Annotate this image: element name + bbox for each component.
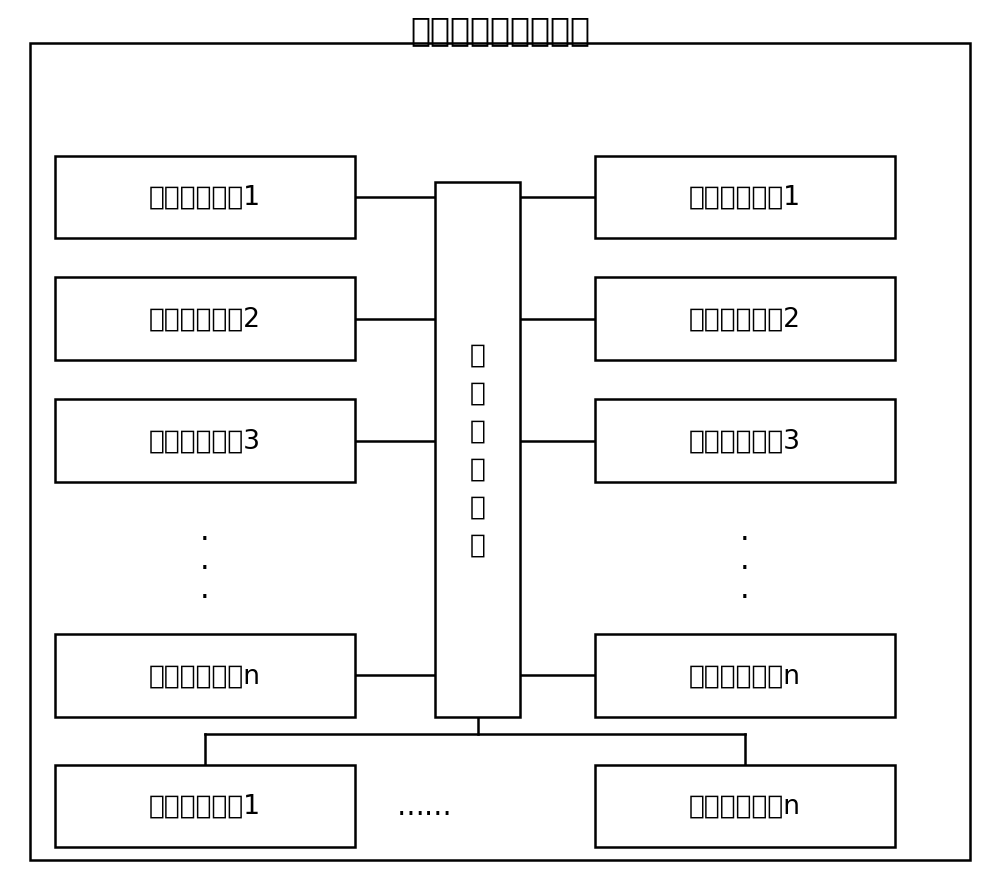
Bar: [595, 278, 895, 361]
Text: 公共配套设备n: 公共配套设备n: [689, 793, 801, 819]
Bar: [55, 156, 355, 239]
Bar: [55, 400, 355, 482]
Text: 耗电测试设备2: 耗电测试设备2: [689, 307, 801, 332]
Text: 发电测试设备1: 发电测试设备1: [149, 185, 261, 210]
Bar: [55, 278, 355, 361]
Text: 用
电
控
制
中
心: 用 电 控 制 中 心: [470, 342, 485, 558]
Text: 耗电测试设备n: 耗电测试设备n: [689, 663, 801, 688]
Bar: [595, 634, 895, 717]
Text: 发电测试设备3: 发电测试设备3: [149, 428, 261, 454]
Bar: [55, 765, 355, 847]
Bar: [55, 634, 355, 717]
Text: 耗电测试设备1: 耗电测试设备1: [689, 185, 801, 210]
Bar: [595, 400, 895, 482]
Text: ·
·
·: · · ·: [200, 526, 210, 613]
Text: ……: ……: [397, 793, 453, 820]
Text: 耗电测试设备3: 耗电测试设备3: [689, 428, 801, 454]
Text: ·
·
·: · · ·: [740, 526, 750, 613]
Bar: [595, 765, 895, 847]
Text: 燃料电池智能实验室: 燃料电池智能实验室: [410, 14, 590, 47]
Bar: [435, 182, 520, 717]
Bar: [595, 156, 895, 239]
Text: 发电测试设备n: 发电测试设备n: [149, 663, 261, 688]
Text: 发电测试设备2: 发电测试设备2: [149, 307, 261, 332]
Text: 公共配套设备1: 公共配套设备1: [149, 793, 261, 819]
